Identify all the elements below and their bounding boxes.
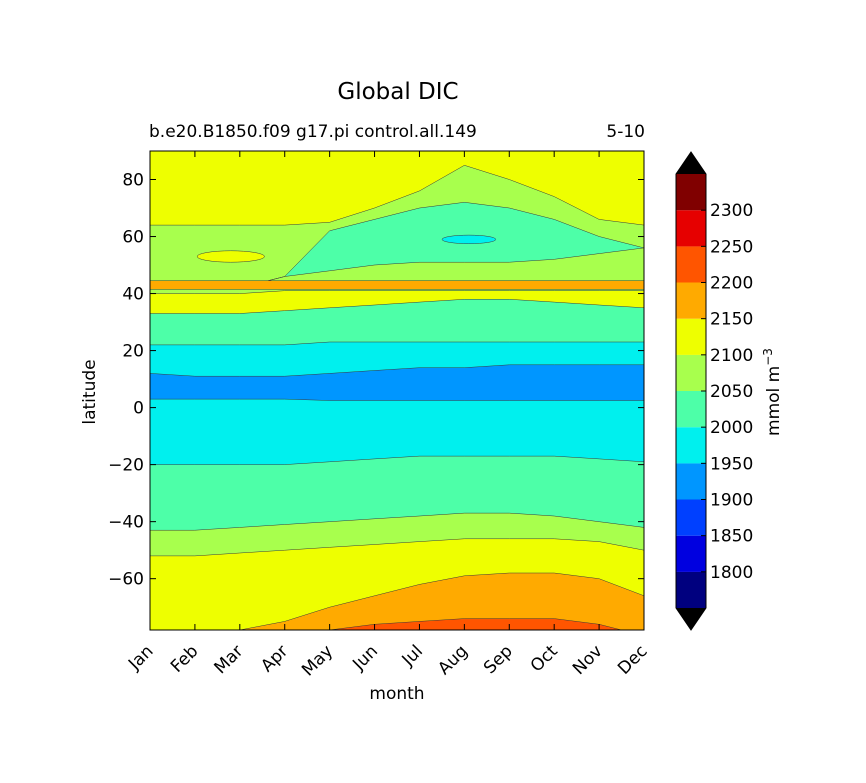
contour-band-2000-2050-6	[150, 202, 644, 289]
colorbar-outline	[675, 151, 707, 631]
colorbar-label: mmol m−3	[761, 348, 784, 436]
colorbar-segment-1950	[676, 427, 706, 464]
x-tick-label-mar: Mar	[211, 641, 248, 678]
x-tick-label-oct: Oct	[527, 641, 562, 676]
y-tick-label: −60	[108, 570, 144, 590]
x-tick-label-jul: Jul	[398, 641, 427, 670]
chart-title: Global DIC	[337, 79, 458, 105]
colorbar-segment-2200	[676, 246, 706, 283]
colorbar-segment-2000	[676, 391, 706, 428]
x-tick-label-dec: Dec	[614, 641, 651, 678]
contour-band-ribbon	[150, 280, 644, 290]
colorbar-segment-2300	[676, 174, 706, 211]
colorbar-tick-label: 2300	[710, 201, 753, 221]
y-tick-label: −40	[108, 513, 144, 533]
contour-band-1900-1950-4	[150, 364, 644, 401]
colorbar-tick-label: 1800	[710, 563, 753, 583]
x-axis-label: month	[369, 684, 424, 704]
colorbar-segment-2050	[676, 354, 706, 391]
contour-band-1950-2000-3	[150, 341, 644, 465]
colorbar-extend-high	[676, 152, 706, 174]
y-tick-label: 20	[122, 342, 144, 362]
colorbar-label-unit: mmol m	[764, 366, 784, 436]
colorbar-tick-label: 1850	[710, 527, 753, 547]
plot-frame	[149, 150, 645, 631]
contour-band-2200-2250-8	[325, 618, 623, 630]
colorbar-tick-label: 2100	[710, 346, 753, 366]
colorbar-segment-1900	[676, 463, 706, 500]
x-tick-label-sep: Sep	[480, 641, 517, 678]
colorbar-tick-label: 2150	[710, 310, 753, 330]
colorbar-label-exponent: −3	[761, 348, 775, 366]
colorbar-segment-2150	[676, 282, 706, 319]
colorbar-tick-label: 2250	[710, 237, 753, 257]
x-tick-label-apr: Apr	[257, 641, 292, 676]
contour-patch-1	[441, 234, 497, 244]
y-tick-label: 40	[122, 285, 144, 305]
y-tick-label: 80	[122, 171, 144, 191]
colorbar-tick-label: 2200	[710, 274, 753, 294]
chart-subtitle-left: b.e20.B1850.f09 g17.pi control.all.149	[149, 122, 477, 142]
y-tick-label: 0	[133, 399, 144, 419]
colorbar-segment-1850	[676, 499, 706, 536]
y-tick-label: −20	[108, 456, 144, 476]
colorbar-extend-low	[676, 608, 706, 630]
x-tick-label-aug: Aug	[434, 641, 472, 679]
x-tick-label-jan: Jan	[124, 641, 157, 674]
y-axis: 80 60 40 20 0 −20 −40 −60	[108, 171, 644, 590]
chart-subtitle-right: 5-10	[606, 122, 645, 142]
y-axis-label: latitude	[80, 359, 100, 424]
colorbar-segment-1750	[676, 571, 706, 608]
y-tick-label: 60	[122, 228, 144, 248]
colorbar-segment-2100	[676, 318, 706, 355]
x-tick-label-feb: Feb	[167, 641, 202, 676]
contour-patch-0	[196, 250, 265, 263]
x-tick-label-jun: Jun	[348, 641, 382, 675]
colorbar-segment-1800	[676, 535, 706, 572]
colorbar-tick-label: 2050	[710, 382, 753, 402]
colorbar-segment-2250	[676, 210, 706, 247]
x-tick-label-nov: Nov	[569, 641, 607, 679]
x-tick-label-may: May	[298, 641, 337, 680]
colorbar-tick-label: 2000	[710, 418, 753, 438]
contour-band-2150-2200-7	[235, 572, 644, 630]
plot-area	[150, 151, 644, 630]
colorbar-tick-label: 1900	[710, 491, 753, 511]
colorbar: 1800 1850 1900 1950 2000 2050 2100 2150 2200 2250…	[675, 151, 753, 631]
colorbar-tick-label: 1950	[710, 454, 753, 474]
